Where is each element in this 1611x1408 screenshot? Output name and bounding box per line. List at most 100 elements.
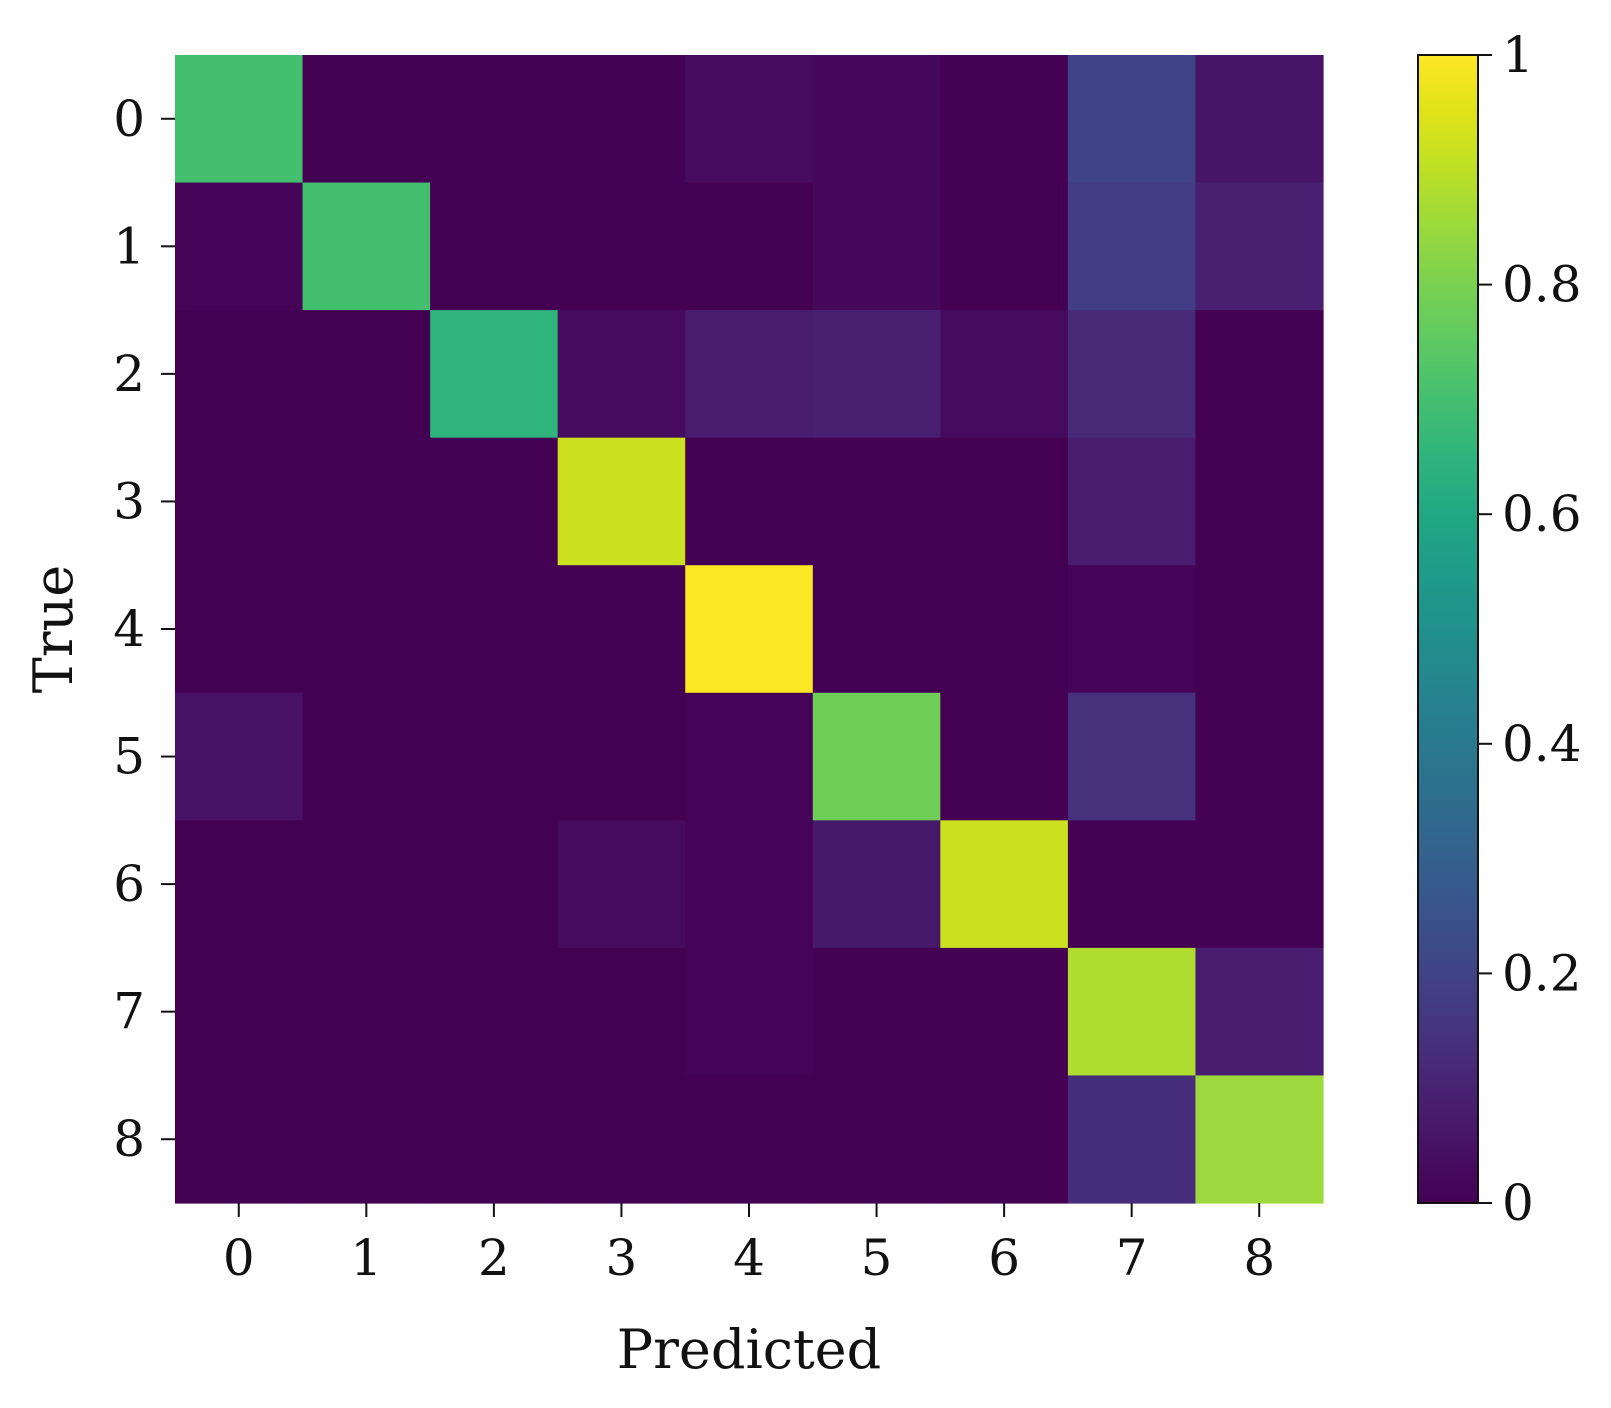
colorbar-tick-label-4: 0.8 <box>1502 256 1582 314</box>
heatmap-cell-3-5 <box>812 437 941 566</box>
x-tick-label-2: 2 <box>478 1229 510 1287</box>
y-tick-label-3: 3 <box>113 472 145 530</box>
heatmap-cell-4-5 <box>812 565 941 694</box>
heatmap-cell-7-8 <box>1195 947 1324 1077</box>
heatmap-cell-2-6 <box>940 310 1069 439</box>
heatmap-cell-3-4 <box>685 437 814 566</box>
heatmap-cell-7-7 <box>1067 947 1197 1077</box>
heatmap-cell-6-4 <box>685 820 814 949</box>
heatmap-cell-0-6 <box>940 55 1069 184</box>
heatmap-cell-3-0 <box>175 437 304 566</box>
x-tick-label-4: 4 <box>733 1229 765 1287</box>
heatmap-cell-1-7 <box>1067 182 1197 311</box>
heatmap-cell-5-5 <box>812 692 941 821</box>
heatmap-cell-7-6 <box>940 947 1069 1077</box>
heatmap-cell-1-4 <box>685 182 814 311</box>
heatmap-cell-1-2 <box>430 182 559 311</box>
heatmap-cell-5-4 <box>685 692 814 821</box>
heatmap-cell-6-6 <box>940 820 1069 949</box>
heatmap-cell-1-3 <box>557 182 686 311</box>
heatmap-cell-5-0 <box>175 692 304 821</box>
heatmap-cell-2-4 <box>685 310 814 439</box>
heatmap-cell-5-1 <box>302 692 431 821</box>
heatmap-cell-8-2 <box>430 1075 559 1204</box>
heatmap-cell-0-0 <box>175 55 304 184</box>
heatmap-cell-3-6 <box>940 437 1069 566</box>
heatmap-cell-7-1 <box>302 947 431 1077</box>
colorbar-tick-label-3: 0.6 <box>1502 485 1582 543</box>
y-tick-label-5: 5 <box>113 728 145 786</box>
heatmap-cell-8-0 <box>175 1075 304 1204</box>
heatmap-cell-5-8 <box>1195 692 1324 821</box>
heatmap-cell-3-2 <box>430 437 559 566</box>
heatmap-cell-4-2 <box>430 565 559 694</box>
heatmap-cell-8-6 <box>940 1075 1069 1204</box>
heatmap-cell-8-5 <box>812 1075 941 1204</box>
colorbar: 0 0.2 0.4 0.6 0.8 1 <box>1417 26 1582 1232</box>
heatmap-cell-3-7 <box>1067 437 1197 566</box>
heatmap-cell-4-1 <box>302 565 431 694</box>
heatmap-cell-1-8 <box>1195 182 1324 311</box>
y-tick-label-1: 1 <box>113 217 145 275</box>
x-tick-label-5: 5 <box>861 1229 893 1287</box>
heatmap-cell-4-6 <box>940 565 1069 694</box>
heatmap-cell-5-2 <box>430 692 559 821</box>
x-tick-label-6: 6 <box>988 1229 1020 1287</box>
heatmap-cell-2-0 <box>175 310 304 439</box>
heatmap-cell-3-3 <box>557 437 686 566</box>
heatmap-cell-0-7 <box>1067 55 1197 184</box>
heatmap-cell-4-3 <box>557 565 686 694</box>
heatmap-cell-6-7 <box>1067 820 1197 949</box>
y-tick-label-8: 8 <box>113 1110 145 1168</box>
heatmap-cell-0-8 <box>1195 55 1324 184</box>
heatmap-cell-4-4 <box>685 565 814 694</box>
colorbar-tick-label-2: 0.4 <box>1502 715 1582 773</box>
heatmap-cell-4-8 <box>1195 565 1324 694</box>
heatmap-cell-6-1 <box>302 820 431 949</box>
x-tick-label-0: 0 <box>223 1229 255 1287</box>
heatmap-cell-6-0 <box>175 820 304 949</box>
heatmap-cell-7-2 <box>430 947 559 1077</box>
heatmap-cell-2-5 <box>812 310 941 439</box>
y-axis: 0 1 2 3 4 5 6 7 8 <box>113 90 175 1168</box>
heatmap-cell-1-6 <box>940 182 1069 311</box>
heatmap-cell-7-5 <box>812 947 941 1077</box>
heatmap-cell-7-3 <box>557 947 686 1077</box>
heatmap-cell-6-5 <box>812 820 941 949</box>
heatmap-cell-1-1 <box>302 182 431 311</box>
heatmap-cell-3-1 <box>302 437 431 566</box>
x-tick-label-1: 1 <box>350 1229 382 1287</box>
heatmap-cell-7-4 <box>685 947 814 1077</box>
heatmap-cell-8-8 <box>1195 1075 1324 1204</box>
y-tick-label-6: 6 <box>113 855 145 913</box>
heatmap-cell-5-7 <box>1067 692 1197 821</box>
heatmap-cell-0-4 <box>685 55 814 184</box>
heatmap-cell-4-0 <box>175 565 304 694</box>
heatmap-cell-6-3 <box>557 820 686 949</box>
colorbar-tick-label-0: 0 <box>1502 1174 1534 1232</box>
heatmap-cell-8-4 <box>685 1075 814 1204</box>
heatmap-cell-1-5 <box>812 182 941 311</box>
x-tick-label-8: 8 <box>1243 1229 1275 1287</box>
heatmap-cells <box>175 55 1324 1204</box>
heatmap-cell-5-6 <box>940 692 1069 821</box>
heatmap-cell-5-3 <box>557 692 686 821</box>
y-tick-label-7: 7 <box>113 983 145 1041</box>
heatmap-cell-0-2 <box>430 55 559 184</box>
colorbar-gradient <box>1417 54 1479 1204</box>
y-tick-label-2: 2 <box>113 345 145 403</box>
x-axis: 0 1 2 3 4 5 6 7 8 <box>223 1203 1275 1287</box>
heatmap-cell-8-7 <box>1067 1075 1197 1204</box>
y-axis-label: True <box>22 565 85 694</box>
heatmap-cell-3-8 <box>1195 437 1324 566</box>
heatmap-cell-2-7 <box>1067 310 1197 439</box>
colorbar-tick-label-5: 1 <box>1502 26 1534 84</box>
heatmap-cell-6-8 <box>1195 820 1324 949</box>
heatmap-cell-2-3 <box>557 310 686 439</box>
heatmap-cell-2-2 <box>430 310 559 439</box>
heatmap-cell-8-3 <box>557 1075 686 1204</box>
heatmap-cell-2-8 <box>1195 310 1324 439</box>
heatmap-cell-4-7 <box>1067 565 1197 694</box>
